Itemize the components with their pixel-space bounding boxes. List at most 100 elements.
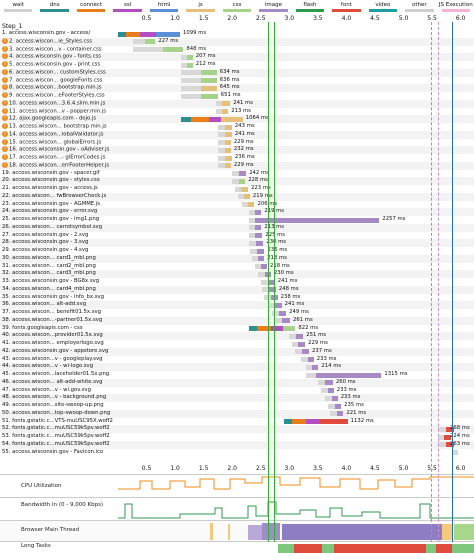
request-row[interactable]: 42. access.wisconsin.gov - appstore.svg 2… (0, 347, 474, 356)
request-row[interactable]: ! 18. access.wiscon...errFooterHelper.js 2… (0, 161, 474, 170)
request-row[interactable]: ! 9. access.wiscon...eFooterStyles.css 651… (0, 92, 474, 100)
request-label: ! 8. access.wiscon...bootstrap.min.js (2, 84, 114, 92)
bar-segment (243, 194, 250, 200)
request-duration: 1064 ms (245, 115, 269, 122)
request-row[interactable]: 27. access.wisconsin.gov - 2.svg 225 ms (0, 232, 474, 240)
request-duration: 233 ms (336, 386, 357, 393)
bar-segment (217, 163, 225, 169)
request-row[interactable]: ! 11. access.wiscon...v - popper.min.js 21… (0, 107, 474, 116)
request-row[interactable]: 19. access.wisconsin.gov - spacer.gif 242… (0, 170, 474, 178)
request-row[interactable]: 31. access.wiscon... card2_mbl.png 218 ms (0, 263, 474, 271)
request-row[interactable]: 1. access.wisconsin.gov - access/1099 ms (0, 30, 474, 38)
request-row[interactable]: 55. access.wisconsin.gov - Favicon.ico (0, 449, 474, 457)
request-row[interactable]: 53. fonts.gstatic.c...muUSC59k5pv.woff2 2… (0, 433, 474, 441)
request-row[interactable]: ! 16. access.wisconsin.gov - oAdviser.js 2… (0, 146, 474, 154)
request-row[interactable]: ! 7. access.wiscon... googleFonts.css 636 … (0, 76, 474, 85)
bar-segment (272, 310, 280, 316)
bar-segment (180, 116, 191, 122)
bar-segment (224, 124, 232, 130)
request-row[interactable]: 26. access.wiscon... carrotsymbol.svg 213… (0, 223, 474, 232)
request-duration: 212 ms (195, 61, 216, 67)
bar-segment (222, 109, 229, 114)
request-row[interactable]: 20. access.wisconsin.gov - styles.css 228… (0, 177, 474, 185)
request-row[interactable]: 35. access.wisconsin.gov - info_bx.svg 23… (0, 294, 474, 302)
request-row[interactable]: ! 3. access.wiscon...v - container.css 848… (0, 45, 474, 54)
bar-segment (300, 357, 308, 362)
axis-tick-label: 2.0 (227, 465, 237, 472)
warning-icon: ! (2, 154, 8, 160)
bar-segment (156, 31, 180, 37)
request-row[interactable]: ! 10. access.wiscon...3.6.4.slim.min.js 24… (0, 99, 474, 108)
request-row[interactable]: ! 6. access.wiscon... customStyles.css 634… (0, 68, 474, 77)
request-row[interactable]: 44. access.wiscon...v - wi-logo.svg 214 m… (0, 363, 474, 371)
request-row[interactable]: 25. access.wisconsin.gov - img1.png 2257 … (0, 216, 474, 224)
request-label: ! 2. access.wiscon...ie_Styles.css (2, 37, 114, 46)
request-row[interactable]: 54. fonts.gstatic.c...muUSC59k5pv.woff2 2… (0, 440, 474, 449)
request-row[interactable]: 50. access.wiscon...top-swoop-down.png 22… (0, 409, 474, 418)
document-complete-line (452, 22, 453, 542)
axis-tick-label: 5.0 (398, 15, 409, 22)
request-row[interactable]: 45. access.wiscon...laceholder01.5x.png 1… (0, 371, 474, 379)
request-row[interactable]: 21. access.wisconsin.gov - access.js 223 … (0, 185, 474, 193)
request-row[interactable]: 48. access.wiscon...v - background.png 23… (0, 394, 474, 402)
request-row[interactable]: 29. access.wisconsin.gov - 4.svg 235 ms (0, 247, 474, 255)
request-row[interactable]: 37. access.wiscon... benefit01.5x.svg 249… (0, 309, 474, 317)
request-row[interactable]: ! 5. access.wisconsin.gov - print.css 212 … (0, 61, 474, 69)
bar-segment (224, 163, 231, 169)
request-row[interactable]: ! 17. access.wiscon...- glErrorCodes.js 23… (0, 154, 474, 162)
request-label: 50. access.wiscon...top-swoop-down.png (2, 410, 114, 418)
request-row[interactable]: ! 14. access.wiscon...lobalValidator.js 24… (0, 130, 474, 139)
request-row[interactable]: ! 13. access.wiscon... bootstrap.min.js 24… (0, 123, 474, 131)
main-thread-js (442, 524, 452, 540)
request-row[interactable]: 51. fonts.gstatic.c...VTS-muUSC95X.woff2… (0, 418, 474, 426)
request-url: 27. access.wisconsin.gov - 2.svg (2, 231, 89, 238)
request-duration: 218 ms (270, 262, 290, 269)
bar-segment (118, 31, 126, 37)
request-url: 18. access.wiscon...errFooterHelper.js (9, 162, 110, 169)
request-row[interactable]: ! 4. access.wisconsin.gov - fonts.css 207 … (0, 53, 474, 61)
request-row[interactable]: 33. access.wisconsin.gov - BG8x.svg 241 m… (0, 278, 474, 286)
request-url: 1. access.wisconsin.gov - access/ (2, 30, 91, 36)
request-row[interactable]: 41. access.wiscon... employerlogo.svg 229… (0, 340, 474, 348)
request-row[interactable]: ! 8. access.wiscon...bootstrap.min.js 645 … (0, 84, 474, 92)
bandwidth-label: Bandwidth In (0 - 9,000 Kbps) (20, 502, 105, 508)
request-row[interactable]: 39. fonts.googleapis.com - css 822 ms (0, 325, 474, 333)
request-row[interactable]: 36. access.wiscon... alt-add.svg 241 ms (0, 301, 474, 309)
bar-segment (316, 372, 382, 378)
request-row[interactable]: 38. access.wiscon...-partner01.5x.svg 261… (0, 316, 474, 325)
bar-segment (217, 147, 225, 153)
axis-tick-label: 2.5 (255, 15, 266, 22)
request-label: 42. access.wisconsin.gov - appstore.svg (2, 348, 114, 356)
request-row[interactable]: 34. access.wiscon... card4_mbl.png 248 ms (0, 285, 474, 294)
request-row[interactable]: 40. access.wiscon...provider01.5x.svg 251… (0, 332, 474, 340)
bar-segment (140, 31, 156, 37)
request-row[interactable]: 46. access.wiscon... alt-add-white.svg 26… (0, 378, 474, 387)
request-row[interactable]: 30. access.wiscon... card1_mbl.png 218 ms (0, 254, 474, 263)
request-row[interactable]: 23. access.wisconsin.gov - AGMME.js 206 m… (0, 201, 474, 209)
legend-label: js (198, 2, 203, 8)
request-row[interactable]: ! 2. access.wiscon...ie_Styles.css 227 ms (0, 37, 474, 46)
bar-segment (307, 357, 314, 362)
request-duration: 236 ms (234, 154, 255, 160)
request-row[interactable]: 47. access.wiscon...v - wi.gov.svg 233 ms (0, 387, 474, 395)
request-row[interactable]: 22. access.wiscon... fwBrowserCheck.js 21… (0, 192, 474, 201)
request-label: ! 5. access.wisconsin.gov - print.css (2, 61, 114, 69)
bar-segment (200, 85, 217, 91)
bar-segment (241, 186, 249, 192)
legend-swatch (149, 9, 179, 12)
request-url: 52. fonts.gstatic.c...muUSC59k5pv.woff2 (2, 425, 110, 432)
axis-tick-label: 4.0 (341, 15, 352, 22)
request-url: 41. access.wiscon... employerlogo.svg (2, 340, 104, 346)
request-label: 25. access.wisconsin.gov - img1.png (2, 216, 114, 224)
legend-item: connect (73, 1, 109, 13)
request-row[interactable]: 52. fonts.gstatic.c...muUSC59k5pv.woff2 2… (0, 425, 474, 433)
request-row[interactable]: ! 12. ajax.googleapis.com - dojo.js 1064 m… (0, 115, 474, 123)
request-row[interactable]: 49. access.wiscon...site-swoop-up.png 235… (0, 402, 474, 410)
request-duration: 207 ms (195, 53, 216, 60)
request-duration: 243 ms (234, 123, 255, 129)
request-row[interactable]: 28. access.wisconsin.gov - 3.svg 230 ms (0, 239, 474, 247)
request-row[interactable]: 32. access.wiscon... card3_mbl.png 230 ms (0, 270, 474, 278)
request-row[interactable]: ! 15. access.wiscon... globalErrors.js 229… (0, 138, 474, 147)
request-row[interactable]: 24. access.wisconsin.gov - error.svg 219 … (0, 208, 474, 216)
request-row[interactable]: 43. access.wiscon...v - googleplay.svg 23… (0, 356, 474, 364)
